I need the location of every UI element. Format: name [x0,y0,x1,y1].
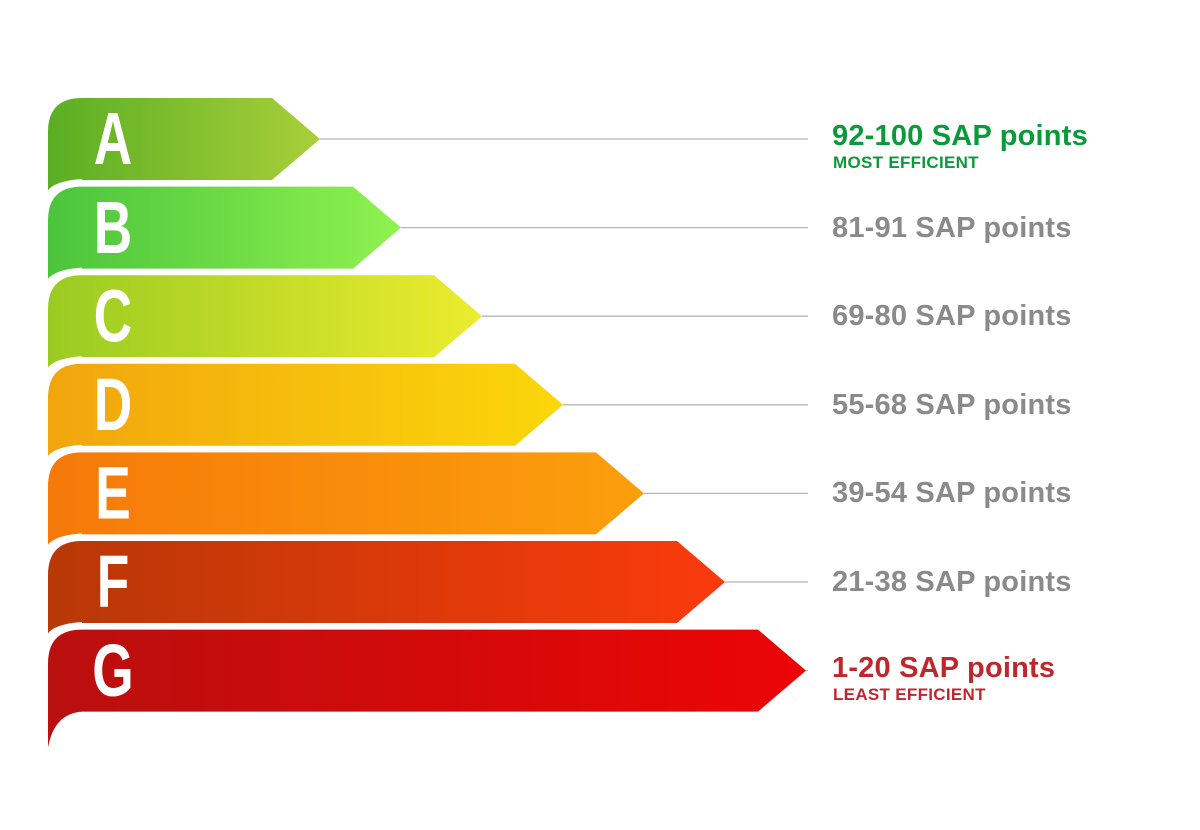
band-letter-a: A [94,98,132,181]
band-seam-a [47,179,83,193]
band-letter-d: D [94,363,132,446]
rating-note-g: LEAST EFFICIENT [833,684,986,704]
band-seam-c [47,356,83,370]
rating-note-a: MOST EFFICIENT [833,153,979,172]
band-letter-b: B [94,186,132,269]
band-seam-b [47,267,83,282]
band-seam-e [47,533,83,547]
band-e [48,452,644,547]
rating-label-g: 1-20 SAP points [832,651,1056,684]
band-seam-d [47,444,83,459]
band-letter-g: G [92,629,133,712]
band-g [48,629,806,748]
band-f [48,541,725,635]
band-letter-c: C [94,275,132,358]
rating-label-b: 81-91 SAP points [832,211,1072,244]
band-letter-f: F [97,541,130,624]
rating-label-f: 21-38 SAP points [832,566,1072,598]
band-d [48,363,563,458]
rating-label-e: 39-54 SAP points [832,477,1072,510]
band-seam-f [47,622,83,636]
band-b [48,186,401,281]
rating-label-c: 69-80 SAP points [832,300,1072,333]
band-c [48,275,482,370]
rating-label-d: 55-68 SAP points [832,388,1072,421]
rating-label-a: 92-100 SAP points [832,120,1088,152]
band-letter-e: E [95,452,131,535]
band-a [48,98,320,192]
